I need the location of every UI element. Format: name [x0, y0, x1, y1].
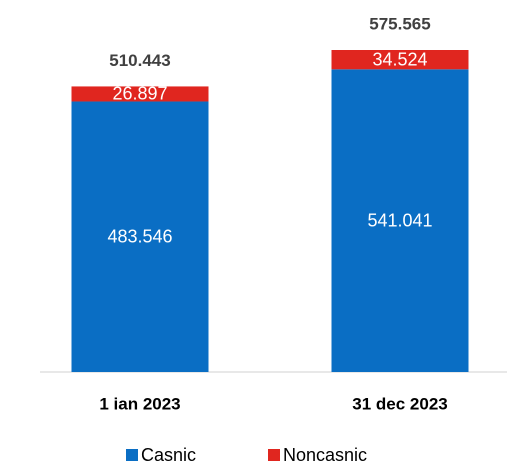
total-label: 510.443 — [109, 51, 170, 70]
legend-swatch — [268, 449, 280, 461]
x-tick-label: 1 ian 2023 — [99, 394, 180, 413]
value-label: 34.524 — [372, 49, 427, 69]
total-label: 575.565 — [369, 14, 430, 33]
bar-segment — [71, 101, 209, 373]
value-label: 541.041 — [367, 210, 432, 230]
bar-segment — [331, 50, 469, 70]
value-label: 26.897 — [112, 84, 167, 104]
legend-label: Noncasnic — [283, 445, 367, 465]
legend-label: Casnic — [141, 445, 196, 465]
bar-segment — [331, 69, 469, 373]
legend-swatch — [126, 449, 138, 461]
value-label: 483.546 — [107, 226, 172, 246]
x-tick-label: 31 dec 2023 — [352, 394, 447, 413]
bar-segment — [71, 86, 209, 102]
